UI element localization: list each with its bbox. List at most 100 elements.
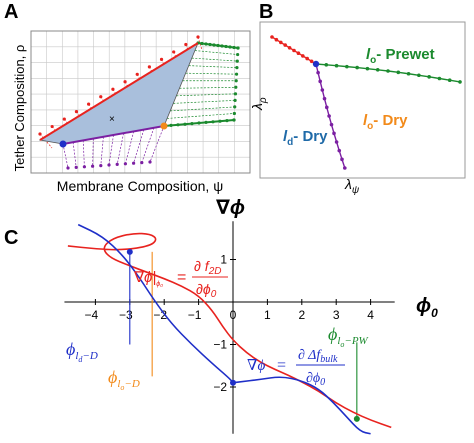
tieline-purple-point: [74, 165, 78, 169]
panel-c-axes: −4 −3 −2 −1 0 1 2 3 4 −2 −1 1: [64, 221, 395, 434]
tieline-green-point: [233, 92, 238, 96]
x-tick-label: 4: [367, 308, 374, 322]
chart-marker: [126, 248, 133, 255]
tieline-purple-point: [115, 162, 119, 166]
tieline-purple-point: [140, 161, 144, 165]
branch-red-point: [305, 56, 310, 61]
branch-green-point: [427, 75, 431, 79]
tieline-green-point: [235, 59, 239, 63]
branch-green-point: [437, 76, 442, 81]
equation-red-lhs: ∇ϕ|ϕ₀: [133, 269, 163, 288]
branch-green-point: [386, 69, 390, 73]
tieline-green: [191, 57, 238, 62]
triple-point-orange: [160, 122, 168, 130]
panel-c-markers: [126, 248, 360, 422]
tieline-green: [167, 113, 235, 119]
x-tick-label: −1: [188, 308, 202, 322]
tieline-red-point: [147, 65, 151, 69]
binodal-red: [39, 42, 199, 141]
equation-blue-eq: =: [277, 357, 286, 374]
tieline-purple: [125, 131, 135, 164]
branch-red-point: [287, 46, 292, 50]
tieline-green-point: [232, 111, 236, 116]
triple-point-b: [312, 60, 320, 68]
tieline-green-point: [234, 85, 238, 89]
x-tick-label: −3: [119, 308, 133, 322]
critical-point-x: ×: [109, 114, 115, 125]
x-tick-label: −2: [153, 308, 167, 322]
tieline-green-point: [233, 105, 237, 109]
panel-c-letter: C: [4, 227, 18, 249]
branch-purple-point: [329, 122, 334, 127]
branch-purple-point: [337, 148, 342, 153]
branch-purple-point: [343, 166, 347, 170]
chart-marker: [230, 379, 236, 386]
y-tick-label: 1: [220, 253, 227, 267]
branch-purple-point: [334, 140, 339, 144]
tieline-green: [170, 106, 235, 112]
branch-red-point: [279, 40, 283, 45]
equation-red: ∇ϕ|ϕ₀ = ∂ f2D ∂ϕ0: [133, 258, 228, 300]
tieline-purple: [141, 127, 155, 163]
tieline-green: [185, 72, 237, 75]
tieline-green: [194, 50, 238, 55]
x-tick-label: 3: [333, 308, 340, 322]
branch-purple-point: [324, 105, 329, 110]
y-tick-label: −1: [213, 338, 227, 352]
tieline-purple-point: [91, 164, 95, 168]
label-ld-dry: ld- Dry: [283, 128, 328, 148]
panel-a-xlabel: Membrane Composition, ψ: [57, 178, 223, 194]
tieline-purple: [82, 140, 85, 167]
branch-green-point: [355, 65, 359, 70]
tieline-red-point: [99, 95, 103, 99]
tieline-purple-point: [82, 165, 86, 169]
tieline-red-point: [111, 87, 115, 91]
tieline-red-point: [38, 132, 42, 136]
tieline-red-point: [62, 117, 66, 121]
tieline-purple-point: [148, 160, 152, 164]
tieline-green-point: [233, 98, 237, 102]
tieline-green-point: [235, 66, 239, 70]
tieline-red-point: [172, 50, 176, 54]
branch-green-point: [324, 63, 329, 67]
tieline-green: [188, 65, 237, 68]
tieline-purple: [116, 133, 124, 165]
equation-red-eq: =: [177, 269, 186, 286]
tieline-green-point: [236, 52, 240, 57]
branch-green-point: [417, 73, 421, 78]
panel-a-letter: A: [4, 1, 18, 23]
panel-a-frame: [30, 30, 251, 174]
annotation-phi-lo-d: ϕlo−D: [108, 367, 140, 392]
x-tick-label: 2: [298, 308, 305, 322]
tieline-red-point: [50, 124, 54, 129]
branch-red-point: [296, 51, 301, 55]
binodal-purple: [62, 125, 165, 145]
tieline-green-point: [234, 79, 238, 83]
tieline-green: [176, 93, 236, 97]
tieline-purple: [100, 136, 104, 166]
branch-purple-point: [327, 114, 331, 118]
branch-green-point: [396, 70, 401, 75]
tieline-purple: [62, 143, 69, 169]
branch-green-point: [458, 80, 462, 84]
panel-c-verticals: [129, 251, 358, 419]
tieline-red-point: [159, 57, 164, 61]
panel-b-letter: B: [259, 1, 273, 23]
tieline-purple: [108, 134, 114, 166]
triple-point-blue: [59, 140, 67, 148]
branch-purple-point: [332, 131, 336, 136]
label-lo-prewet: lo- Prewet: [366, 46, 435, 66]
branch-green-point: [365, 66, 370, 71]
branch-green-point: [375, 67, 380, 72]
label-lo-dry: lo- Dry: [363, 112, 408, 132]
tieline-purple: [133, 129, 145, 164]
tieline-purple: [92, 138, 94, 167]
panel-a: A Tether Composition, ρ Membrane Composi…: [4, 1, 251, 194]
x-tick-label: 1: [264, 308, 271, 322]
branch-green-point: [406, 71, 411, 76]
tieline-red-point: [196, 35, 200, 39]
panel-c-series: [67, 223, 392, 435]
annotation-phi-lo-pw: ϕlo−PW: [328, 324, 369, 349]
panel-c-ylabel: ∇ϕ: [216, 197, 245, 219]
